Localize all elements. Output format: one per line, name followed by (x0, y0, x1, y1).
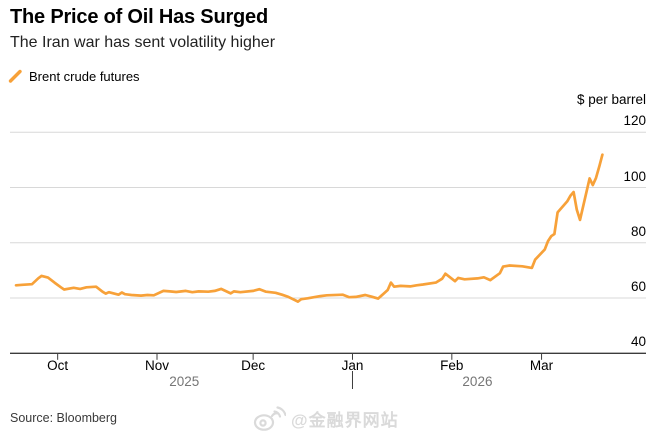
year-label-2025: 2025 (169, 374, 200, 389)
watermark-text: @金融界网站 (291, 410, 399, 430)
y-axis-label-40: 40 (630, 334, 646, 350)
x-axis-label-dec: Dec (241, 358, 266, 373)
source-text: Source: Bloomberg (10, 411, 118, 425)
x-axis-label-nov: Nov (144, 358, 169, 373)
x-axis-label-mar: Mar (529, 358, 554, 373)
legend-line-swatch-icon (8, 69, 22, 83)
watermark: @金融界网站 (252, 404, 399, 432)
brent-crude-price-line (14, 153, 604, 303)
x-axis-label-feb: Feb (440, 358, 464, 373)
legend: Brent crude futures (8, 69, 140, 84)
y-axis-unit-label: $ per barrel (576, 92, 646, 107)
x-axis-label-oct: Oct (47, 358, 69, 373)
y-axis-label-120: 120 (623, 113, 646, 129)
y-axis-label-100: 100 (623, 168, 646, 184)
y-axis-label-60: 60 (630, 279, 646, 295)
page-title: The Price of Oil Has Surged (10, 6, 268, 28)
x-axis-label-jan: Jan (341, 358, 364, 373)
weibo-icon (253, 406, 286, 431)
page-subtitle: The Iran war has sent volatility higher (10, 34, 276, 51)
legend-label: Brent crude futures (29, 69, 140, 84)
year-label-2026: 2026 (462, 374, 493, 389)
y-axis-label-80: 80 (630, 223, 646, 239)
